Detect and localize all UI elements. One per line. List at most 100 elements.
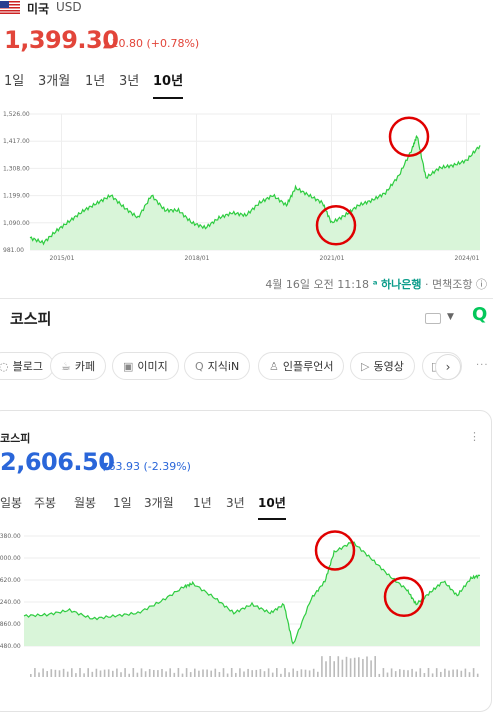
- y-tick-label: 981.00: [3, 247, 24, 254]
- volume-bar: [153, 669, 155, 677]
- volume-bar: [132, 668, 135, 677]
- kebab-menu-icon[interactable]: ⋮: [469, 430, 480, 443]
- volume-bar: [308, 670, 311, 677]
- keyboard-icon[interactable]: [425, 313, 441, 324]
- volume-bar: [390, 668, 393, 677]
- volume-bar: [271, 672, 274, 677]
- volume-bar: [91, 671, 94, 677]
- volume-bar: [362, 658, 364, 677]
- volume-bar: [185, 668, 188, 677]
- exchange-rate-change: ▲10.80 (+0.78%): [103, 37, 200, 50]
- volume-bar: [378, 673, 381, 677]
- volume-bar: [54, 669, 57, 677]
- kospi-tab-monthly-candle[interactable]: 월봉: [74, 496, 97, 510]
- kospi-tab-daily-candle[interactable]: 일봉: [0, 496, 23, 510]
- search-tab-image[interactable]: ▣ 이미지: [112, 352, 179, 380]
- volume-bar: [276, 668, 278, 677]
- volume-bar: [259, 669, 262, 677]
- kospi-tab-1d[interactable]: 1일: [113, 496, 132, 510]
- volume-bar: [304, 669, 307, 677]
- volume-bar: [284, 668, 286, 677]
- volume-bar: [472, 668, 475, 677]
- volume-bar: [99, 670, 102, 677]
- volume-bar: [263, 671, 266, 677]
- volume-bar: [423, 673, 426, 677]
- volume-bar: [431, 673, 434, 677]
- volume-bar: [181, 673, 184, 677]
- currency-country: 미국: [27, 2, 50, 16]
- volume-bar: [329, 656, 331, 677]
- volume-bar: [312, 668, 315, 677]
- volume-bar: [79, 668, 81, 677]
- chevron-right-icon[interactable]: ›: [435, 354, 461, 380]
- y-tick-label: 3,000.00: [0, 555, 21, 562]
- usd-tab-10y[interactable]: 10년: [153, 70, 184, 99]
- chevron-down-icon[interactable]: ▼: [447, 312, 454, 322]
- y-tick-label: 1,526.00: [3, 111, 30, 118]
- search-tab-blog[interactable]: ◌ 블로그: [0, 352, 54, 380]
- kospi-tab-weekly-candle[interactable]: 주봉: [34, 496, 57, 510]
- kospi-tab-1y[interactable]: 1년: [193, 496, 212, 510]
- volume-bar: [103, 669, 106, 677]
- volume-bar: [157, 670, 159, 677]
- volume-bar: [140, 668, 143, 677]
- volume-bar: [116, 668, 118, 677]
- kospi-tab-3y[interactable]: 3년: [226, 496, 245, 510]
- volume-bar: [411, 668, 413, 677]
- volume-bar: [448, 670, 450, 677]
- info-icon[interactable]: ⓘ: [476, 278, 487, 291]
- y-tick-label: 1,090.00: [3, 220, 30, 227]
- volume-bar: [349, 658, 352, 677]
- y-tick-label: 1,199.00: [3, 193, 30, 200]
- volume-bar: [206, 669, 208, 677]
- volume-bar: [144, 671, 147, 677]
- volume-bar: [112, 670, 114, 677]
- search-tab-kin[interactable]: Q 지식iN: [184, 352, 251, 380]
- volume-bar: [136, 672, 139, 677]
- search-tab-cafe[interactable]: ☕ 카페: [50, 352, 107, 380]
- y-tick-label: 1,860.00: [0, 621, 21, 628]
- volume-bar: [456, 669, 458, 677]
- volume-bar: [403, 669, 405, 677]
- y-tick-label: 1,480.00: [0, 643, 21, 650]
- exchange-rate-value: 1,399.30: [4, 26, 119, 54]
- volume-bar: [382, 668, 385, 677]
- volume-bar: [46, 671, 48, 677]
- volume-bar: [452, 669, 454, 677]
- usd-tab-3y[interactable]: 3년: [119, 74, 140, 89]
- play-icon: ▷: [361, 360, 370, 373]
- kospi-tab-3m[interactable]: 3개월: [144, 496, 174, 510]
- search-query-title: 코스피: [10, 310, 52, 328]
- volume-bar: [173, 672, 176, 677]
- more-options-icon[interactable]: ···: [476, 360, 489, 371]
- usd-tab-1d[interactable]: 1일: [4, 74, 25, 89]
- chat-icon: ◌: [0, 360, 9, 373]
- usd-line-chart: 1,526.00 1,417.00 1,308.00 1,199.00 1,090.00…: [3, 111, 481, 262]
- search-icon[interactable]: Q: [472, 304, 488, 325]
- search-tab-video[interactable]: ▷ 동영상: [350, 352, 415, 380]
- volume-bar: [353, 657, 356, 677]
- volume-bar: [427, 668, 430, 677]
- volume-bar: [62, 668, 65, 677]
- highlight-circle: [314, 530, 356, 571]
- volume-bar: [222, 668, 225, 677]
- volume-bar: [247, 668, 249, 677]
- volume-bar: [169, 668, 171, 677]
- volume-bar: [370, 660, 372, 677]
- volume-bar: [444, 668, 446, 677]
- person-icon: ♙: [269, 360, 279, 373]
- disclaimer-link[interactable]: · 면책조항: [425, 278, 473, 291]
- volume-bar: [280, 673, 282, 677]
- volume-bar: [75, 673, 77, 677]
- search-tab-influencer[interactable]: ♙ 인플루언서: [258, 352, 345, 380]
- volume-bar: [435, 668, 438, 677]
- volume-bar: [38, 672, 40, 677]
- usd-tab-3m[interactable]: 3개월: [38, 74, 71, 89]
- volume-bar: [267, 668, 270, 677]
- volume-bar: [251, 670, 253, 677]
- usd-tab-1y[interactable]: 1년: [85, 74, 106, 89]
- volume-bar: [345, 656, 348, 677]
- kospi-tab-10y[interactable]: 10년: [258, 494, 286, 520]
- volume-bar: [202, 669, 204, 677]
- volume-bar: [161, 668, 163, 677]
